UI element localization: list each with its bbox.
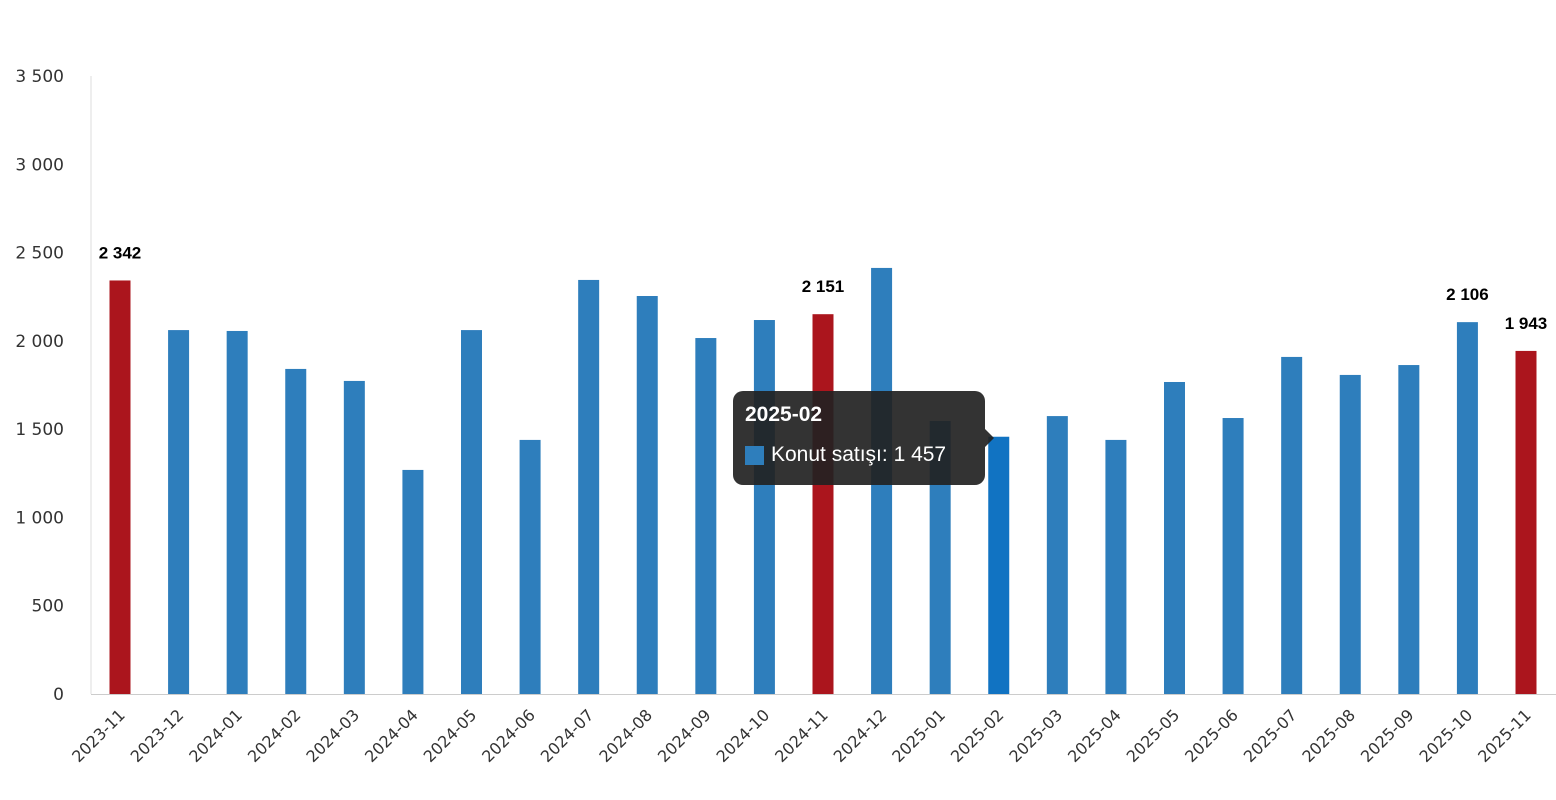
data-label: 2 106 xyxy=(1446,285,1489,304)
x-tick-label: 2024-05 xyxy=(420,705,481,766)
x-tick-label: 2025-05 xyxy=(1123,705,1184,766)
bar-2025-01[interactable] xyxy=(929,421,951,694)
x-tick-label: 2025-08 xyxy=(1298,705,1359,766)
x-tick-label: 2024-01 xyxy=(185,705,246,766)
data-label: 2 342 xyxy=(99,243,142,262)
x-tick-label: 2024-08 xyxy=(595,705,656,766)
y-tick-label: 2 500 xyxy=(15,244,64,264)
bar-2025-03[interactable] xyxy=(1046,416,1068,694)
x-tick-label: 2024-12 xyxy=(830,705,891,766)
y-tick-label: 3 000 xyxy=(15,155,64,175)
tooltip-value: Konut satışı: 1 457 xyxy=(771,443,947,466)
y-tick-label: 1 000 xyxy=(15,508,64,528)
bar-2025-04[interactable] xyxy=(1105,439,1127,694)
bar-2025-09[interactable] xyxy=(1398,365,1420,694)
x-tick-label: 2025-03 xyxy=(1005,705,1066,766)
x-tick-label: 2024-10 xyxy=(713,705,774,766)
bar-2023-11[interactable] xyxy=(109,280,131,694)
y-tick-label: 500 xyxy=(32,597,64,617)
bar-2024-04[interactable] xyxy=(402,469,424,694)
x-tick-label: 2023-12 xyxy=(127,705,188,766)
x-tick-label: 2025-01 xyxy=(888,705,949,766)
y-tick-label: 1 500 xyxy=(15,420,64,440)
bar-2025-02[interactable] xyxy=(988,436,1010,694)
x-tick-label: 2024-11 xyxy=(771,705,832,766)
series-swatch-icon xyxy=(745,445,764,465)
bar-2024-11[interactable] xyxy=(812,314,834,694)
x-tick-label: 2024-03 xyxy=(302,705,363,766)
x-tick-label: 2024-02 xyxy=(244,705,305,766)
x-tick-label: 2023-11 xyxy=(68,705,129,766)
bar-2024-10[interactable] xyxy=(753,320,775,694)
bar-2025-10[interactable] xyxy=(1456,322,1478,694)
bar-2024-03[interactable] xyxy=(343,380,365,694)
bar-2025-06[interactable] xyxy=(1222,418,1244,694)
y-tick-label: 0 xyxy=(53,685,64,705)
bar-2024-05[interactable] xyxy=(461,330,482,694)
x-tick-label: 2025-07 xyxy=(1240,705,1301,766)
bar-2024-09[interactable] xyxy=(695,338,717,694)
bar-2025-07[interactable] xyxy=(1281,356,1303,694)
data-label: 2 151 xyxy=(802,277,845,296)
x-tick-label: 2024-06 xyxy=(478,705,539,766)
bar-2024-02[interactable] xyxy=(285,368,307,694)
x-tick-label: 2025-02 xyxy=(947,705,1008,766)
x-tick-label: 2024-07 xyxy=(537,705,598,766)
tooltip: 2025-02 Konut satışı: 1 457 xyxy=(733,391,994,485)
x-tick-label: 2024-04 xyxy=(361,705,422,766)
x-tick-label: 2025-06 xyxy=(1181,705,1242,766)
x-tick-label: 2025-10 xyxy=(1416,705,1477,766)
bar-2024-01[interactable] xyxy=(226,330,248,694)
tooltip-row: Konut satışı: 1 457 xyxy=(745,443,973,467)
tooltip-title: 2025-02 xyxy=(745,403,823,426)
x-tick-label: 2025-11 xyxy=(1474,705,1535,766)
y-tick-label: 3 500 xyxy=(15,67,64,87)
bar-2024-06[interactable] xyxy=(519,439,541,694)
bar-2025-11[interactable] xyxy=(1515,350,1537,694)
bar-2023-12[interactable] xyxy=(168,330,190,694)
data-label: 1 943 xyxy=(1505,314,1548,333)
x-tick-label: 2024-09 xyxy=(654,705,715,766)
bar-2025-08[interactable] xyxy=(1339,374,1361,694)
bar-2025-05[interactable] xyxy=(1164,381,1185,694)
x-tick-label: 2025-04 xyxy=(1064,705,1125,766)
y-tick-label: 2 000 xyxy=(15,332,64,352)
bar-2024-08[interactable] xyxy=(636,296,658,694)
x-tick-label: 2025-09 xyxy=(1357,705,1418,766)
bar-2024-07[interactable] xyxy=(578,279,600,694)
